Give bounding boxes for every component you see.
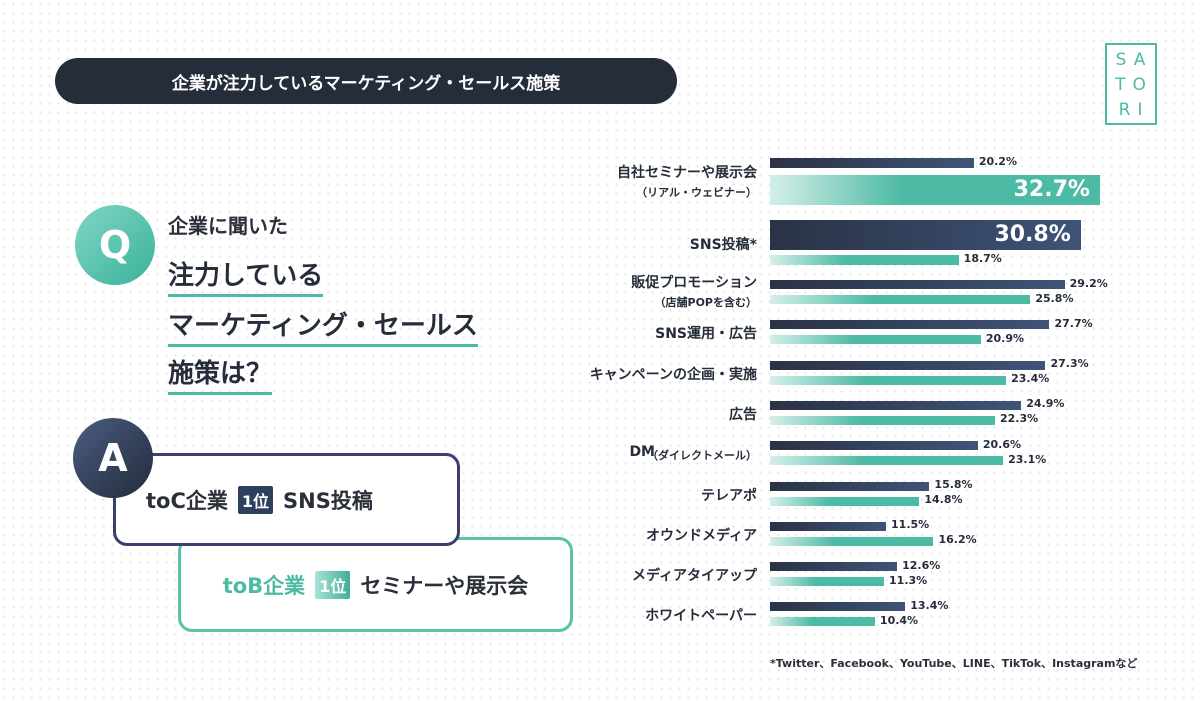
- bar-value-label: 11.3%: [889, 573, 928, 587]
- page-title: 企業が注力しているマーケティング・セールス施策: [55, 58, 677, 104]
- bar-value-label: 13.4%: [910, 598, 949, 612]
- bar-value-label: 27.7%: [1054, 316, 1093, 330]
- a-badge: A: [73, 418, 153, 498]
- bar-value-label: 29.2%: [1069, 276, 1108, 290]
- bar-value-label: 23.4%: [1011, 372, 1050, 386]
- toc-value: SNS投稿: [283, 488, 373, 513]
- tob-bar: [770, 295, 1031, 304]
- bar-value-label: 27.3%: [1050, 357, 1089, 371]
- toc-bar: [770, 400, 1022, 410]
- tob-bar: [770, 577, 885, 587]
- toc-label: toC企業: [146, 488, 228, 513]
- category-label: DM: [629, 444, 655, 461]
- question-line: マーケティング・セールス: [168, 305, 478, 347]
- toc-bar: [770, 320, 1050, 330]
- toc-bar: [770, 521, 887, 531]
- category-label: オウンドメディア: [645, 527, 757, 544]
- tob-bar: [770, 617, 875, 627]
- bar-value-label: 25.8%: [1035, 291, 1074, 305]
- bar-value-label: 20.6%: [982, 437, 1022, 451]
- category-label: 広告: [729, 406, 757, 423]
- tob-value: セミナーや展示会: [360, 573, 529, 598]
- tob-bar: [770, 335, 981, 345]
- category-label: SNS投稿*: [689, 236, 757, 253]
- toc-bar: [770, 441, 978, 451]
- toc-bar: [770, 280, 1065, 289]
- category-label: 販促プロモーション: [631, 275, 757, 291]
- bar-value-label: 14.8%: [924, 493, 963, 506]
- bar-value-label: 23.1%: [1008, 452, 1047, 466]
- toc-bar: [770, 562, 898, 572]
- category-label: テレアポ: [701, 487, 757, 504]
- question-line: 企業に聞いた: [168, 214, 288, 238]
- toc-bar: [770, 360, 1046, 370]
- bar-value-label: 20.2%: [978, 155, 1017, 168]
- category-note: （店舗POPを含む）: [654, 296, 757, 309]
- toc-rank: 1位: [237, 485, 274, 514]
- bar-value-label: 10.4%: [879, 613, 919, 627]
- bar-value-label: 12.6%: [902, 558, 941, 572]
- bar-value-label: 15.8%: [934, 478, 973, 491]
- bar-value-label: 16.2%: [938, 533, 977, 547]
- question-line: 施策は？: [168, 353, 273, 395]
- bar-value-label: 11.5%: [891, 518, 930, 532]
- category-label: キャンペーンの企画・実施: [589, 366, 757, 383]
- category-note: （ダイレクトメール）: [647, 449, 757, 463]
- category-label: 自社セミナーや展示会: [617, 164, 757, 181]
- bar-value-label: 24.9%: [1026, 397, 1065, 411]
- tob-answer-bubble: toB企業 1位 セミナーや展示会: [178, 537, 573, 632]
- category-label: SNS運用・広告: [655, 326, 757, 343]
- bar-value-label: 20.9%: [985, 331, 1025, 345]
- q-badge: Q: [75, 205, 155, 285]
- toc-answer-bubble: toC企業 1位 SNS投稿: [113, 453, 460, 546]
- tob-bar: [770, 536, 934, 546]
- category-label: ホワイトペーパー: [645, 608, 757, 625]
- bar-value-label: 18.7%: [963, 252, 1002, 265]
- toc-bar: [770, 481, 930, 491]
- toc-bar: [770, 158, 974, 168]
- category-label: メディアタイアップ: [631, 568, 757, 585]
- tob-rank: 1位: [315, 570, 351, 599]
- tob-bar: [770, 456, 1004, 466]
- tob-bar: [770, 255, 959, 265]
- category-note: （リアル・ウェビナー）: [636, 185, 757, 199]
- tob-label: toB企業: [222, 573, 306, 598]
- bar-value-label: 30.8%: [994, 222, 1071, 247]
- tob-bar: [770, 496, 920, 506]
- bar-value-label: 32.7%: [1013, 177, 1090, 202]
- tob-bar: [770, 415, 995, 425]
- question-line: 注力している: [168, 255, 324, 297]
- tob-bar: [770, 375, 1007, 385]
- toc-bar: [770, 602, 906, 612]
- bar-value-label: 22.3%: [1000, 412, 1039, 426]
- footnote: *Twitter、Facebook、YouTube、LINE、TikTok、In…: [770, 657, 1138, 670]
- satori-logo: SA TO RI: [1105, 43, 1157, 125]
- toc-bar: 30.8%: [770, 220, 1081, 250]
- tob-bar: 32.7%: [770, 175, 1100, 205]
